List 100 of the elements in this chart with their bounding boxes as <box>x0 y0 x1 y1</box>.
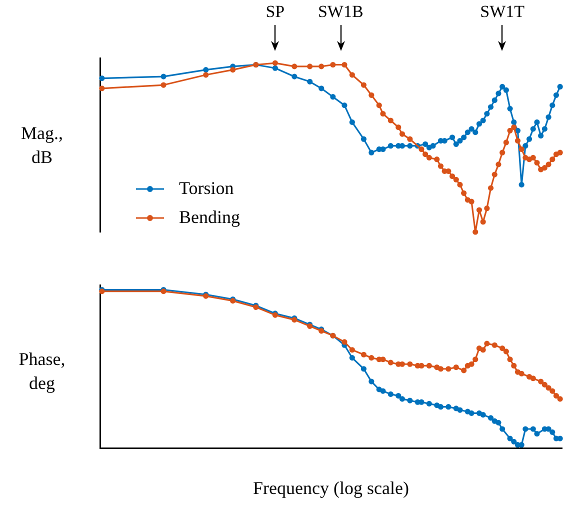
point <box>534 160 540 166</box>
point <box>503 140 509 146</box>
point <box>160 82 166 88</box>
point <box>464 130 470 136</box>
point <box>530 376 536 382</box>
point <box>426 400 432 406</box>
point <box>399 396 406 402</box>
point <box>511 124 517 130</box>
point <box>522 143 528 149</box>
point <box>380 110 386 117</box>
point <box>99 86 105 92</box>
point <box>557 396 563 402</box>
point <box>368 150 374 156</box>
point <box>492 172 498 178</box>
point <box>526 136 532 142</box>
point <box>461 368 467 374</box>
point <box>546 114 552 120</box>
point <box>272 65 278 71</box>
point <box>480 118 486 124</box>
point <box>468 126 474 132</box>
point <box>534 119 540 125</box>
y-axis-title: Phase, deg <box>18 348 66 394</box>
point <box>457 182 463 188</box>
point <box>396 124 402 130</box>
point <box>422 151 428 158</box>
point <box>534 430 540 437</box>
point <box>438 404 444 410</box>
point <box>160 74 166 80</box>
point <box>388 118 394 124</box>
point <box>511 119 517 125</box>
point <box>484 206 490 212</box>
point <box>518 182 524 188</box>
point <box>496 420 502 426</box>
point <box>500 346 506 352</box>
legend-label: Bending <box>179 207 240 228</box>
point <box>388 360 394 366</box>
point <box>318 64 324 70</box>
point <box>368 92 374 98</box>
point <box>426 154 432 160</box>
point <box>496 90 502 96</box>
text: SW1B <box>316 2 364 22</box>
x-axis-title: Frequency (log scale) <box>252 478 410 499</box>
point <box>511 362 517 369</box>
point <box>480 412 486 418</box>
point <box>550 429 556 435</box>
point <box>492 342 498 348</box>
point <box>542 165 548 171</box>
point <box>518 146 524 152</box>
point <box>407 143 413 149</box>
point <box>99 75 105 82</box>
point <box>472 229 478 235</box>
point <box>468 410 474 416</box>
point <box>476 207 482 213</box>
point <box>292 64 298 70</box>
point <box>368 354 374 361</box>
point <box>553 392 560 399</box>
point <box>488 104 494 110</box>
point <box>449 134 456 140</box>
point <box>438 366 444 372</box>
point <box>507 356 513 362</box>
point <box>557 84 563 90</box>
point <box>503 348 509 354</box>
point <box>388 143 394 149</box>
point <box>422 141 428 147</box>
point <box>457 138 463 144</box>
point <box>542 382 548 388</box>
point <box>492 97 498 104</box>
point <box>376 102 382 108</box>
point <box>230 67 236 73</box>
point <box>553 92 560 98</box>
point <box>453 364 459 370</box>
point <box>360 366 367 372</box>
text: SW1T <box>479 2 526 22</box>
point <box>426 362 432 369</box>
point <box>500 84 506 90</box>
point <box>360 136 367 142</box>
point <box>538 378 544 384</box>
point <box>514 138 521 144</box>
y-axis-title: Mag., dB <box>20 122 64 169</box>
point <box>449 173 456 180</box>
point <box>550 156 556 162</box>
point <box>468 361 474 367</box>
point <box>500 426 506 432</box>
point <box>542 126 548 132</box>
point <box>511 438 517 444</box>
point <box>349 72 355 78</box>
point <box>461 134 467 140</box>
point <box>407 136 413 142</box>
point <box>550 102 556 108</box>
point <box>307 78 313 84</box>
point <box>203 67 209 73</box>
point <box>453 176 459 182</box>
point <box>446 404 452 410</box>
point <box>468 198 474 204</box>
text: SP <box>264 2 286 22</box>
point <box>342 62 348 68</box>
point <box>380 388 386 394</box>
point <box>446 366 452 372</box>
point <box>546 162 552 168</box>
point <box>546 385 552 391</box>
